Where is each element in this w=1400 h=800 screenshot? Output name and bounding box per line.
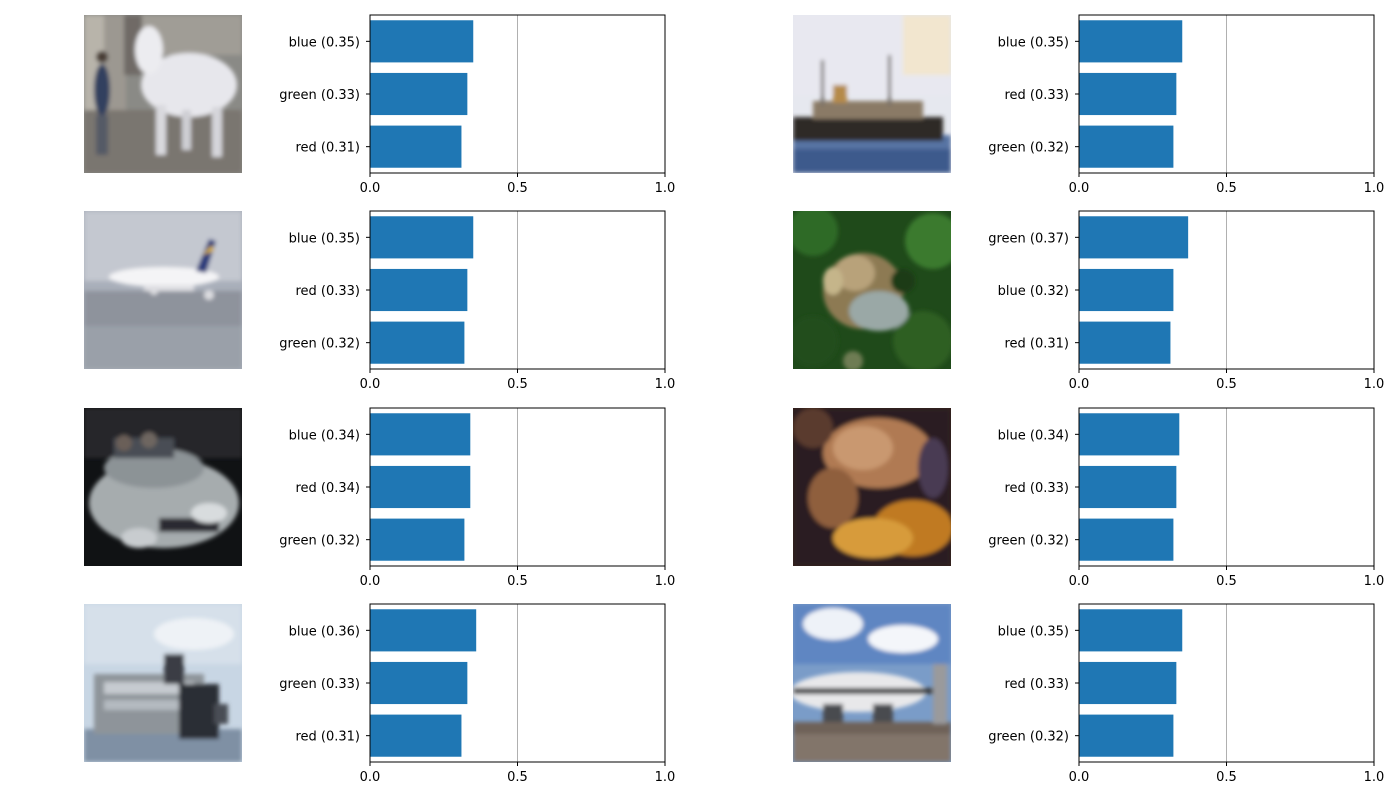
x-tick-label: 0.0 [1069, 377, 1090, 392]
x-tick-label: 1.0 [1364, 770, 1385, 785]
x-tick-label: 1.0 [655, 574, 676, 589]
bar-1 [370, 216, 474, 259]
bar-label: green (0.33) [279, 677, 360, 692]
x-tick-label: 1.0 [655, 770, 676, 785]
bar-1 [1079, 20, 1183, 63]
frog-photo-icon [788, 206, 961, 371]
airplane-photo-icon [790, 604, 951, 762]
x-tick-label: 0.5 [507, 181, 528, 196]
x-tick-label: 0.5 [1216, 574, 1237, 589]
bar-label: green (0.32) [988, 141, 1069, 156]
bar-2 [1079, 72, 1177, 116]
bar-label: red (0.31) [295, 141, 360, 156]
bar-2 [370, 465, 471, 509]
bar-label: red (0.34) [295, 481, 360, 496]
panel-8: blue (0.35) red (0.33) green (0.32) 0.0 0.5 1… [790, 603, 1385, 785]
panel-2: blue (0.35) red (0.33) green (0.32) 0.0 0.5 1… [793, 14, 1385, 196]
x-tick-label: 0.0 [1069, 574, 1090, 589]
x-tick-label: 0.0 [1069, 181, 1090, 196]
x-tick-label: 0.5 [507, 574, 528, 589]
bar-1 [1079, 413, 1180, 456]
car-photo-icon [84, 408, 242, 566]
bar-label: blue (0.36) [289, 624, 360, 639]
horse-photo-icon [84, 15, 242, 173]
bar-label: blue (0.34) [998, 428, 1069, 443]
bar-label: red (0.33) [1004, 677, 1069, 692]
x-tick-label: 0.5 [507, 377, 528, 392]
x-tick-label: 0.5 [1216, 377, 1237, 392]
bar-1 [1079, 609, 1183, 652]
x-tick-label: 0.0 [360, 181, 381, 196]
panel-4: green (0.37) blue (0.32) red (0.31) 0.0 0.5 1… [788, 206, 1385, 392]
panel-5: blue (0.34) red (0.34) green (0.32) 0.0 0.5 1… [84, 407, 676, 589]
bar-label: blue (0.32) [998, 284, 1069, 299]
frog-photo-icon [793, 408, 953, 566]
x-tick-label: 0.0 [360, 770, 381, 785]
bar-3 [1079, 518, 1174, 561]
bar-label: green (0.32) [279, 337, 360, 352]
bar-1 [1079, 216, 1189, 259]
bar-3 [370, 714, 462, 757]
x-tick-label: 1.0 [1364, 181, 1385, 196]
bar-2 [370, 268, 468, 312]
x-tick-label: 0.5 [507, 770, 528, 785]
airplane-photo-icon [84, 211, 242, 369]
bar-2 [1079, 268, 1174, 312]
x-tick-label: 0.0 [360, 574, 381, 589]
ship-photo-icon [793, 15, 951, 173]
bar-label: green (0.33) [279, 88, 360, 103]
bar-label: green (0.32) [988, 534, 1069, 549]
bar-label: blue (0.34) [289, 428, 360, 443]
bar-label: green (0.32) [279, 534, 360, 549]
x-tick-label: 0.0 [360, 377, 381, 392]
x-tick-label: 0.5 [1216, 770, 1237, 785]
x-tick-label: 1.0 [655, 181, 676, 196]
x-tick-label: 0.5 [1216, 181, 1237, 196]
x-tick-label: 0.0 [1069, 770, 1090, 785]
ship-photo-icon [84, 604, 242, 762]
bar-label: red (0.31) [295, 730, 360, 745]
bar-label: blue (0.35) [289, 231, 360, 246]
bar-2 [370, 72, 468, 116]
bar-3 [1079, 321, 1171, 364]
panel-7: blue (0.36) green (0.33) red (0.31) 0.0 0.5 1… [84, 603, 676, 785]
bar-label: blue (0.35) [998, 624, 1069, 639]
bar-2 [370, 661, 468, 705]
bar-3 [1079, 125, 1174, 168]
bar-label: green (0.32) [988, 730, 1069, 745]
x-tick-label: 1.0 [1364, 377, 1385, 392]
bar-1 [370, 609, 477, 652]
panel-1: blue (0.35) green (0.33) red (0.31) 0.0 0.5 1… [84, 14, 676, 196]
bar-label: blue (0.35) [998, 35, 1069, 50]
bar-2 [1079, 465, 1177, 509]
x-tick-label: 1.0 [1364, 574, 1385, 589]
bar-1 [370, 20, 474, 63]
bar-label: red (0.33) [1004, 88, 1069, 103]
bar-label: red (0.31) [1004, 337, 1069, 352]
bar-3 [1079, 714, 1174, 757]
bar-label: red (0.33) [295, 284, 360, 299]
bar-label: blue (0.35) [289, 35, 360, 50]
x-tick-label: 1.0 [655, 377, 676, 392]
bar-1 [370, 413, 471, 456]
bar-3 [370, 321, 465, 364]
bar-3 [370, 125, 462, 168]
panel-3: blue (0.35) red (0.33) green (0.32) 0.0 0.5 1… [84, 210, 676, 392]
bar-label: green (0.37) [988, 231, 1069, 246]
bar-3 [370, 518, 465, 561]
bar-label: red (0.33) [1004, 481, 1069, 496]
panel-6: blue (0.34) red (0.33) green (0.32) 0.0 0.5 1… [793, 407, 1385, 589]
bar-2 [1079, 661, 1177, 705]
